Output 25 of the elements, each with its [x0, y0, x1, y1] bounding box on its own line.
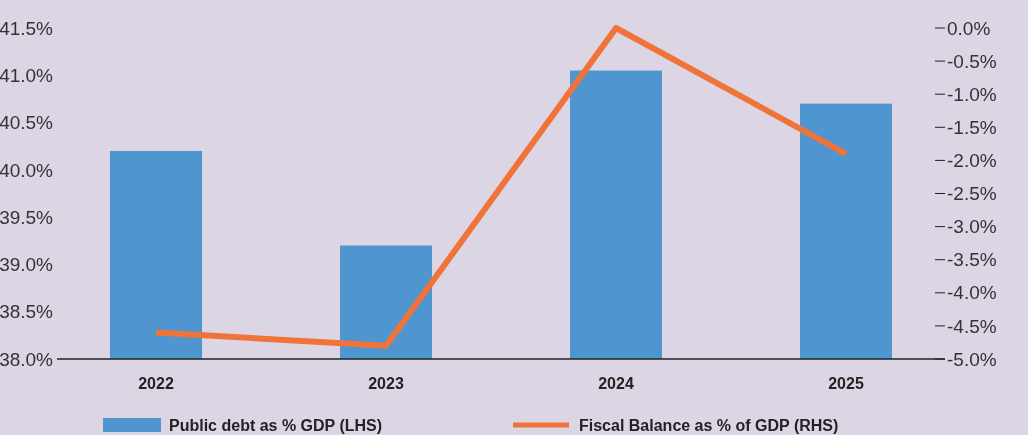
x-tick-label: 2023: [368, 375, 404, 392]
y2-tick-label: -1.0%: [947, 83, 997, 105]
legend-label: Fiscal Balance as % of GDP (RHS): [579, 416, 839, 434]
y2-tick-label: -1.5%: [947, 116, 997, 138]
y-tick-label: 41.5%: [0, 17, 54, 39]
y2-tick-label: -3.5%: [947, 249, 997, 271]
y-tick-label: 38.0%: [0, 348, 54, 370]
y-tick-label: 38.5%: [0, 301, 54, 323]
legend-label: Public debt as % GDP (LHS): [169, 416, 383, 434]
y-tick-label: 40.0%: [0, 159, 54, 181]
y2-tick-label: -5.0%: [947, 348, 997, 370]
y-tick-label: 41.0%: [0, 64, 54, 86]
x-tick-label: 2022: [138, 375, 174, 392]
y2-tick-label: -0.5%: [947, 50, 997, 72]
y2-tick-label: 0.0%: [947, 17, 991, 39]
y2-tick-label: -2.0%: [947, 150, 997, 172]
y-tick-label: 39.5%: [0, 206, 54, 228]
y-tick-label: 40.5%: [0, 112, 54, 134]
x-tick-label: 2024: [598, 375, 634, 392]
y2-tick-label: -4.5%: [947, 315, 997, 337]
y2-tick-label: -2.5%: [947, 183, 997, 205]
x-tick-label: 2025: [828, 375, 864, 392]
y-tick-label: 39.0%: [0, 254, 54, 276]
y2-tick-label: -3.0%: [947, 216, 997, 238]
y2-tick-label: -4.0%: [947, 282, 997, 304]
